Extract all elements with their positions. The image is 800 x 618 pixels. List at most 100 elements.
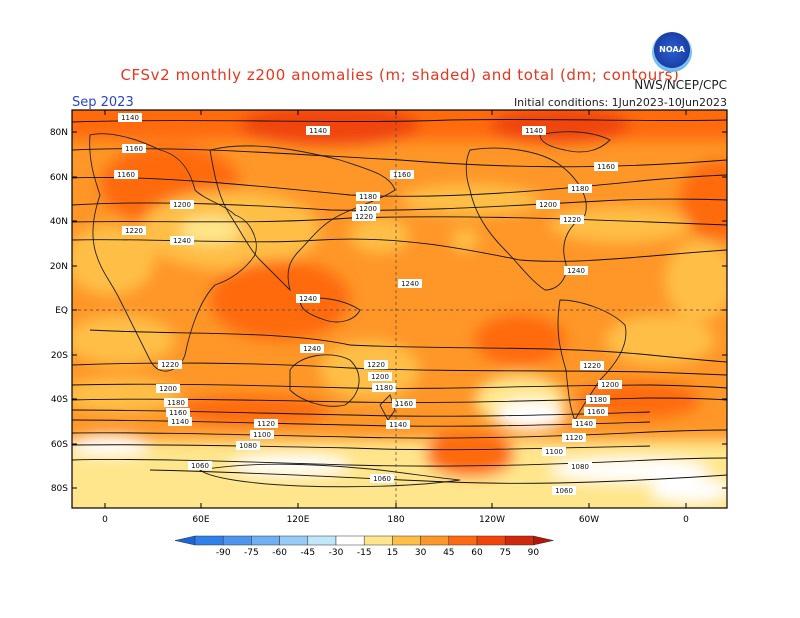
contour-label: 1100 (542, 447, 566, 456)
contour-label: 1200 (156, 384, 180, 393)
svg-text:1160: 1160 (587, 408, 605, 416)
svg-text:1200: 1200 (159, 385, 177, 393)
lon-label: 60E (192, 515, 209, 525)
contour-label: 1200 (598, 380, 622, 389)
svg-text:1240: 1240 (173, 237, 191, 245)
contour-label: 1240 (296, 294, 320, 303)
svg-text:1140: 1140 (525, 127, 543, 135)
contour-label: 1220 (364, 360, 388, 369)
lat-label: 40N (50, 217, 68, 227)
lat-label: 80N (50, 128, 68, 138)
svg-text:1080: 1080 (239, 442, 257, 450)
contour-label: 1200 (356, 204, 380, 213)
svg-text:1220: 1220 (355, 213, 373, 221)
svg-text:1160: 1160 (393, 171, 411, 179)
contour-label: 1240 (300, 344, 324, 353)
colorbar-label: 75 (499, 548, 510, 558)
contour-label: 1060 (188, 461, 212, 470)
colorbar-segment (420, 535, 450, 546)
colorbar-segment (194, 535, 224, 546)
svg-text:1240: 1240 (303, 345, 321, 353)
svg-text:1240: 1240 (401, 280, 419, 288)
contour-label: 1180 (586, 395, 610, 404)
lat-label: 20S (51, 351, 68, 361)
svg-text:1200: 1200 (601, 381, 619, 389)
svg-text:1180: 1180 (359, 193, 377, 201)
lon-label: 120W (479, 515, 505, 525)
contour-label: 1060 (370, 474, 394, 483)
lat-label: EQ (55, 306, 68, 316)
svg-text:1120: 1120 (257, 420, 275, 428)
svg-text:1240: 1240 (299, 295, 317, 303)
svg-text:1100: 1100 (253, 431, 271, 439)
contour-label: 1140 (572, 419, 596, 428)
svg-text:1220: 1220 (367, 361, 385, 369)
contour-label: 1180 (356, 192, 380, 201)
contour-label: 1140 (118, 113, 142, 122)
svg-text:1200: 1200 (539, 201, 557, 209)
lat-label: 60S (51, 440, 68, 450)
contour-label: 1060 (552, 486, 576, 495)
svg-text:1060: 1060 (555, 487, 573, 495)
svg-text:1080: 1080 (571, 463, 589, 471)
lon-label: 60W (579, 515, 599, 525)
colorbar-segment (476, 535, 506, 546)
svg-text:1160: 1160 (169, 409, 187, 417)
longitude-labels: 0 60E 120E 180 120W 60W 0 (102, 515, 689, 525)
contour-label: 1200 (368, 372, 392, 381)
contour-label: 1080 (236, 441, 260, 450)
svg-text:1220: 1220 (563, 216, 581, 224)
colorbar-arrow-left (174, 535, 196, 546)
contour-label: 1220 (560, 215, 584, 224)
contour-label: 1160 (392, 399, 416, 408)
svg-text:1220: 1220 (161, 361, 179, 369)
contour-label: 1240 (170, 236, 194, 245)
svg-text:1140: 1140 (309, 127, 327, 135)
contour-label: 1120 (562, 433, 586, 442)
contour-label: 1200 (170, 200, 194, 209)
svg-text:1220: 1220 (583, 362, 601, 370)
colorbar-label: -30 (329, 548, 344, 558)
contour-label: 1180 (164, 398, 188, 407)
svg-text:1180: 1180 (589, 396, 607, 404)
colorbar-segment (392, 535, 421, 546)
contour-label: 1220 (158, 360, 182, 369)
colorbar-label: 45 (443, 548, 454, 558)
colorbar-label: -75 (244, 548, 259, 558)
colorbar-label: -60 (272, 548, 287, 558)
colorbar-segment (448, 535, 478, 546)
map-frame (71, 109, 728, 509)
contour-label: 1160 (114, 170, 138, 179)
svg-text:1160: 1160 (125, 145, 143, 153)
colorbar-label: -15 (357, 548, 372, 558)
svg-text:1180: 1180 (571, 185, 589, 193)
svg-text:1160: 1160 (117, 171, 135, 179)
contour-label: 1100 (250, 430, 274, 439)
svg-text:1180: 1180 (375, 384, 393, 392)
contour-label: 1240 (564, 266, 588, 275)
contour-label: 1180 (372, 383, 396, 392)
svg-text:1140: 1140 (171, 418, 189, 426)
map-title: CFSv2 monthly z200 anomalies (m; shaded)… (120, 66, 680, 84)
lon-label: 0 (683, 515, 689, 525)
contour-label: 1160 (390, 170, 414, 179)
colorbar-segment (335, 535, 365, 546)
contour-label: 1160 (166, 408, 190, 417)
colorbar-label: -45 (300, 548, 315, 558)
contour-label: 1160 (122, 144, 146, 153)
axis-ticks (72, 110, 727, 508)
colorbar-label: 30 (415, 548, 427, 558)
contour-label: 1160 (594, 162, 618, 171)
colorbar-segment (222, 535, 252, 546)
lat-label: 20N (50, 262, 68, 272)
colorbar-segment (279, 535, 309, 546)
noaa-logo-icon: NOAA (652, 32, 692, 72)
svg-text:1140: 1140 (575, 420, 593, 428)
agency-label: NWS/NCEP/CPC (634, 78, 727, 92)
svg-text:1180: 1180 (167, 399, 185, 407)
forecast-month: Sep 2023 (72, 95, 134, 110)
colorbar: -90 -75 -60 -45 -30 -15 15 30 45 60 75 90 (174, 535, 554, 558)
contour-label: 1220 (580, 361, 604, 370)
svg-text:1060: 1060 (191, 462, 209, 470)
